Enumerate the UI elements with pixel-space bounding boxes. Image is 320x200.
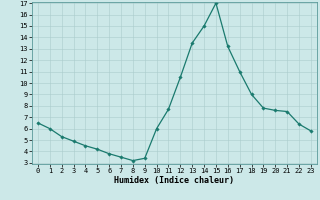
X-axis label: Humidex (Indice chaleur): Humidex (Indice chaleur) — [115, 176, 234, 185]
